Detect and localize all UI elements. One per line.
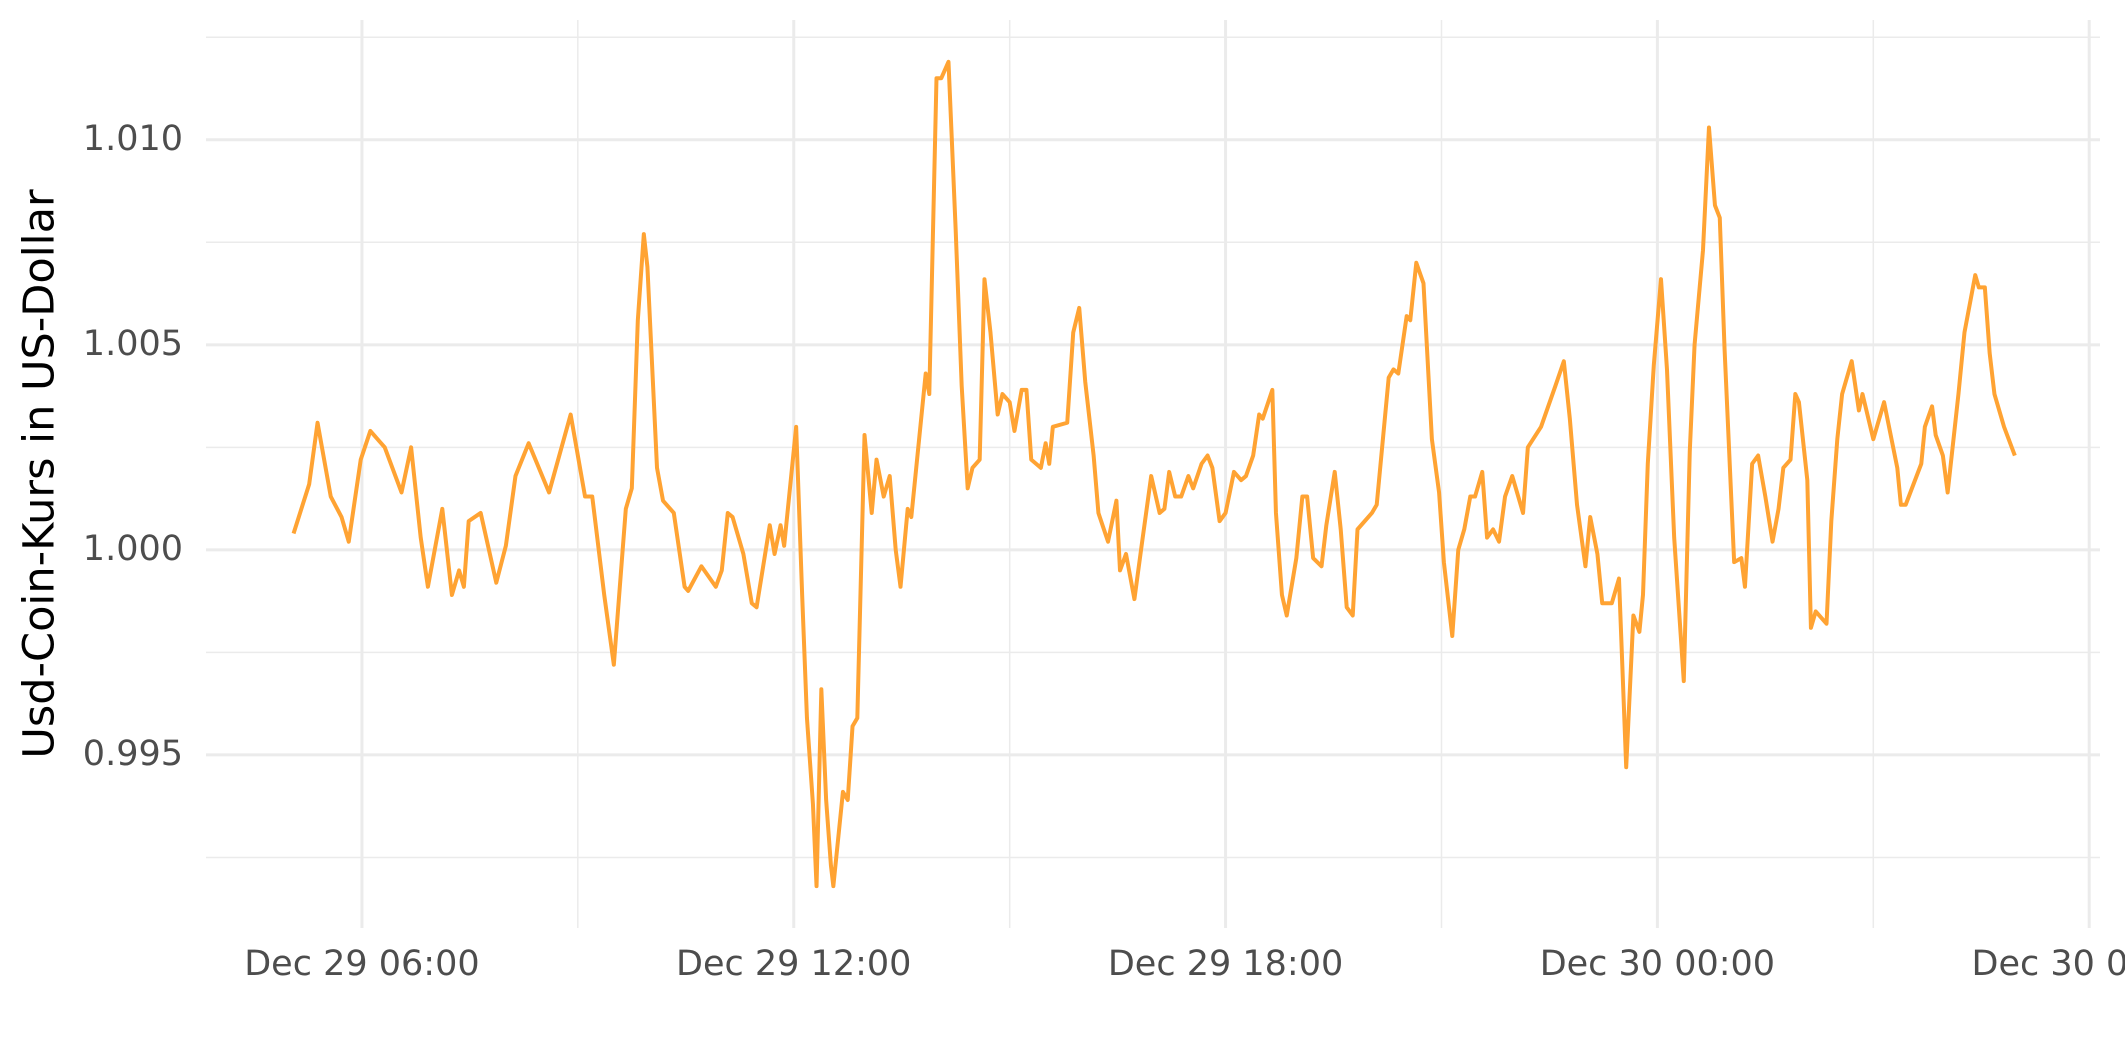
y-tick-label: 1.010 bbox=[83, 119, 183, 159]
x-tick-label: Dec 30 00:00 bbox=[1540, 944, 1775, 984]
plot-area bbox=[291, 59, 2017, 889]
x-tick-label: Dec 30 06:00 bbox=[1972, 944, 2125, 984]
data-line bbox=[291, 59, 2017, 889]
x-tick-label: Dec 29 18:00 bbox=[1108, 944, 1343, 984]
y-axis-title: Usd-Coin-Kurs in US-Dollar bbox=[15, 189, 65, 759]
y-tick-label: 0.995 bbox=[83, 734, 183, 774]
y-tick-label: 1.000 bbox=[83, 529, 183, 569]
x-tick-label: Dec 29 12:00 bbox=[676, 944, 911, 984]
x-tick-label: Dec 29 06:00 bbox=[244, 944, 479, 984]
y-tick-label: 1.005 bbox=[83, 324, 183, 364]
grid bbox=[206, 20, 2100, 928]
